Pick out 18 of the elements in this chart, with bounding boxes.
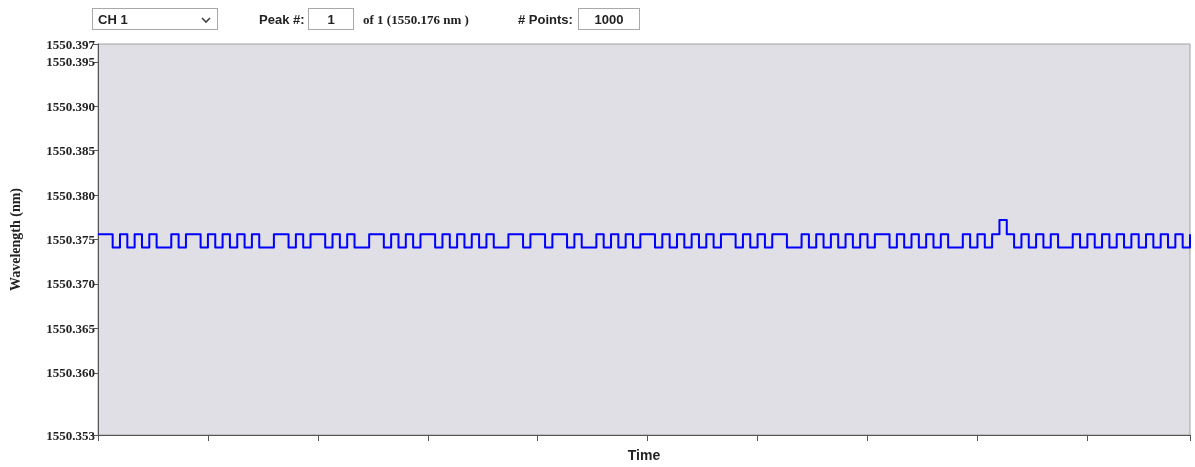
y-tick-label: 1550.353 xyxy=(46,427,96,443)
y-tick-label: 1550.397 xyxy=(46,36,96,52)
channel-dropdown: CH 1 xyxy=(92,8,218,30)
x-axis-title: Time xyxy=(627,447,661,463)
y-tick-label: 1550.395 xyxy=(46,54,96,70)
y-tick-label: 1550.390 xyxy=(46,98,95,114)
number-field: 1000 xyxy=(578,8,640,30)
text: Peak #: xyxy=(259,12,305,27)
text: # Points: xyxy=(518,12,573,27)
y-tick-label: 1550.375 xyxy=(46,232,96,247)
y-tick-label: 1550.365 xyxy=(46,320,96,336)
number-field: 1 xyxy=(308,8,354,30)
y-tick-label: 1550.360 xyxy=(46,365,95,381)
y-tick-label: 1550.385 xyxy=(46,143,96,159)
y-axis-title: Wavelength (nm) xyxy=(7,187,24,292)
text: of 1 (1550.176 nm ) xyxy=(363,12,469,28)
y-tick-label: 1550.370 xyxy=(46,276,95,292)
y-tick-label: 1550.380 xyxy=(46,187,95,203)
